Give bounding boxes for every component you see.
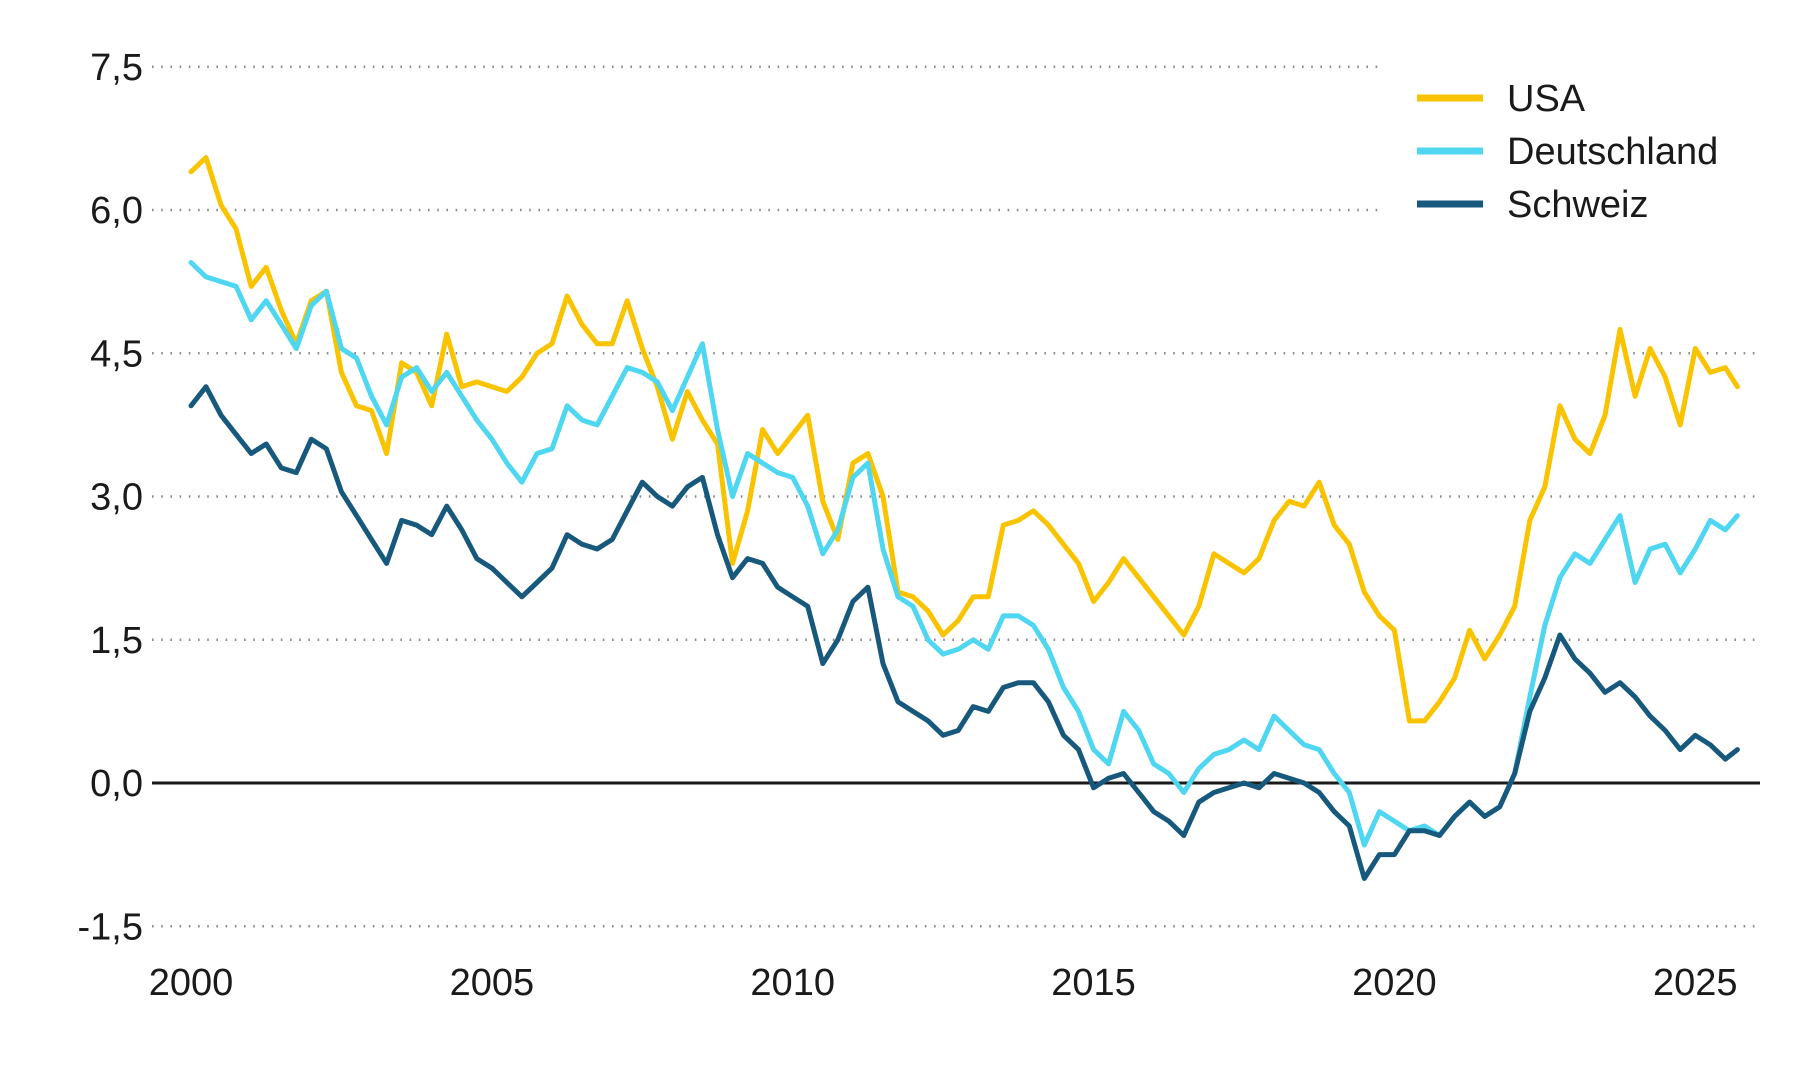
- series-line-schweiz: [188, 384, 1740, 881]
- x-tick-label-2015: 2015: [1051, 962, 1136, 1004]
- x-tick-label-2025: 2025: [1653, 962, 1738, 1004]
- legend-label-deutschland: Deutschland: [1507, 131, 1718, 173]
- y-tick-label-0,0: 0,0: [90, 763, 143, 805]
- legend-item-deutschland: Deutschland: [1417, 131, 1718, 173]
- y-tick-label-3,0: 3,0: [90, 477, 143, 519]
- y-tick-label-7,5: 7,5: [90, 47, 143, 89]
- gridlines-group: [152, 65, 1760, 928]
- legend-item-usa: USA: [1417, 78, 1586, 120]
- legend-label-usa: USA: [1507, 78, 1586, 120]
- y-tick-label-4,5: 4,5: [90, 333, 143, 375]
- legend-item-schweiz: Schweiz: [1417, 184, 1649, 226]
- series-line-usa: [188, 155, 1740, 724]
- y-tick-label-6,0: 6,0: [90, 190, 143, 232]
- legend-label-schweiz: Schweiz: [1507, 184, 1649, 226]
- y-tick-label-1,5: 1,5: [90, 620, 143, 662]
- x-tick-label-2005: 2005: [450, 962, 535, 1004]
- series-line-deutschland: [188, 260, 1740, 848]
- x-tick-label-2010: 2010: [750, 962, 835, 1004]
- x-tick-label-2000: 2000: [149, 962, 234, 1004]
- series-group: [188, 155, 1740, 881]
- y-tick-label--1,5: -1,5: [78, 906, 143, 948]
- legend: USA Deutschland Schweiz: [1417, 78, 1718, 226]
- x-tick-label-2020: 2020: [1352, 962, 1437, 1004]
